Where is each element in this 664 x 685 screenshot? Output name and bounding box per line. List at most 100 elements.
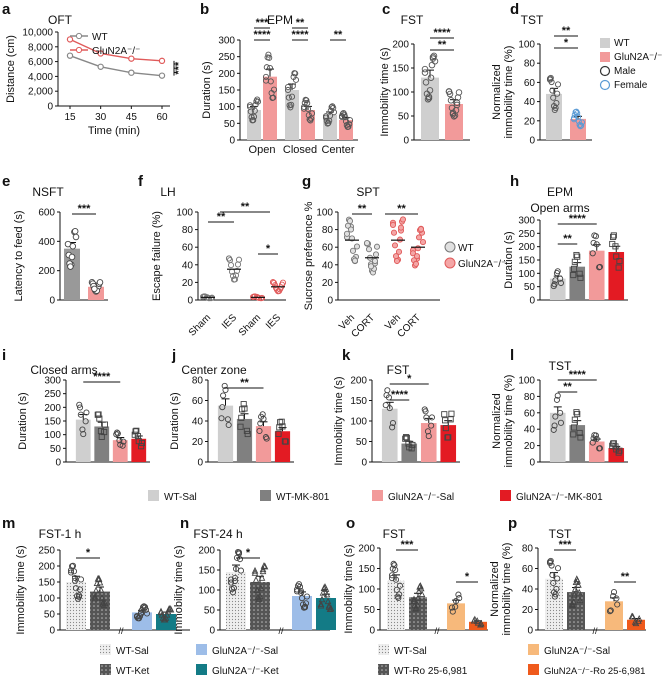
panel-n-point: [319, 588, 327, 596]
panel-g-point: [343, 230, 351, 237]
panel-b-point: [327, 107, 334, 114]
panel-l-sig: **: [563, 381, 572, 393]
panel-b-point: [285, 94, 292, 101]
panel-b-sig: ****: [253, 29, 271, 41]
panel-b-point: [300, 105, 308, 112]
panel-f-point: [229, 272, 237, 280]
panel-c-point: [421, 69, 429, 76]
panel-e-ylabel: Latency to feed (s): [13, 210, 25, 301]
panel-f-xlabel: Sham: [237, 312, 263, 338]
panel-p-point: [613, 595, 620, 602]
panel-k-ytick-label: 0: [361, 458, 367, 469]
panel-h-point: [589, 250, 596, 257]
panel-o-ylabel: Immobility time (s): [343, 544, 355, 633]
panel-i-ylabel: Duration (s): [17, 392, 29, 449]
panel-m-point: [97, 586, 105, 593]
panel-i-title: Closed arms: [30, 363, 97, 377]
panel-letter-m: m: [2, 515, 15, 532]
legend-ro-swatch: [378, 644, 389, 655]
panel-letter-n: n: [180, 515, 189, 532]
panel-h-point: [576, 270, 583, 277]
panel-b-point: [305, 112, 312, 119]
panel-l-point: [596, 445, 604, 452]
panel-p-point: [571, 591, 578, 598]
panel-e-title: NSFT: [32, 185, 64, 199]
panel-letter-o: o: [346, 515, 355, 532]
panel-o-ytick-label: 200: [358, 544, 375, 555]
panel-o-point: [395, 594, 402, 602]
panel-j-ylabel: Duration (s): [169, 392, 181, 449]
panel-c-ylabel: Immobility time (s): [379, 47, 391, 136]
panel-n-point: [323, 590, 331, 598]
panel-k-point: [428, 414, 436, 421]
panel-g-point: [363, 240, 371, 247]
panel-n-point: [227, 579, 235, 586]
panel-a-ytick-label: 0: [47, 102, 53, 113]
panel-e-point: [69, 242, 77, 250]
panel-m-ytick-label: 100: [38, 594, 55, 605]
panel-o-point: [474, 618, 482, 626]
panel-c-point: [453, 99, 461, 107]
panel-l-ytick-label: 60: [524, 408, 536, 419]
panel-n-sig: *: [246, 547, 251, 559]
panel-m-axis-break: //: [118, 626, 124, 636]
panel-h-point: [557, 279, 565, 287]
panel-b-point: [248, 114, 255, 121]
panel-j-point: [275, 430, 282, 437]
panel-c-sig: ****: [433, 27, 451, 39]
panel-a-ylabel: Distance (cm): [5, 35, 17, 103]
panel-g-ytick-label: 80: [322, 225, 334, 236]
panel-n-axis-break: //: [278, 626, 284, 636]
panel-i-ytick-label: 250: [44, 389, 61, 400]
panel-g-point: [419, 239, 427, 246]
panel-e-point: [67, 263, 74, 270]
panel-j-bar: [274, 431, 291, 462]
panel-n-ytick-label: 200: [198, 546, 215, 557]
panel-n-ytick-label: 100: [198, 586, 215, 597]
panel-e-point: [91, 285, 98, 293]
panel-b-ytick-label: 200: [218, 69, 235, 80]
panel-o-point: [393, 586, 400, 593]
panel-m-sig: *: [86, 547, 91, 559]
panel-p-sig: **: [621, 571, 630, 583]
panel-f-point: [201, 293, 209, 300]
panel-g-point: [353, 243, 361, 250]
panel-f-point: [272, 284, 280, 291]
panel-e-point: [68, 253, 76, 261]
panel-c-ytick-label: 100: [392, 88, 409, 99]
panel-d-point: [575, 118, 582, 125]
panel-b-point: [302, 96, 309, 103]
panel-a-legend-label: GluN2A⁻/⁻: [92, 46, 140, 57]
panel-a-point: [128, 69, 135, 76]
panel-k-point: [405, 440, 412, 447]
panel-j-title: Center zone: [181, 363, 247, 377]
panel-m-ylabel: Immobility time (s): [15, 545, 27, 634]
panel-i-point: [97, 428, 104, 435]
panel-i-point: [83, 409, 90, 416]
panel-j-point: [244, 430, 251, 438]
panel-i-ytick-label: 0: [55, 458, 61, 469]
panel-d-legend-label: GluN2A⁻/⁻: [614, 52, 662, 63]
panel-m-point: [75, 592, 83, 599]
panel-c-point: [428, 61, 436, 69]
panel-p-point: [550, 579, 557, 587]
panel-b-bar-glu: [263, 76, 277, 140]
panel-c-point: [449, 110, 457, 118]
panel-d-bar-wt: [546, 93, 562, 140]
panel-k-ytick-label: 50: [356, 437, 368, 448]
panel-e-ytick-label: 600: [38, 208, 55, 219]
panel-a-point: [66, 36, 74, 43]
panel-j-point: [225, 421, 232, 429]
panel-j-point: [237, 423, 244, 430]
panel-b-point: [304, 100, 311, 107]
panel-l-point: [554, 392, 561, 399]
panel-g-ytick-label: 20: [322, 278, 334, 289]
panel-o-ytick-label: 50: [364, 605, 376, 616]
legend-mk-swatch: [260, 490, 271, 501]
panel-i-point: [131, 431, 138, 438]
panel-m-point: [77, 576, 85, 583]
panel-i-point: [79, 426, 86, 433]
panel-f-title: LH: [160, 185, 175, 199]
panel-k-point: [386, 405, 393, 412]
panel-c-point: [425, 93, 433, 101]
